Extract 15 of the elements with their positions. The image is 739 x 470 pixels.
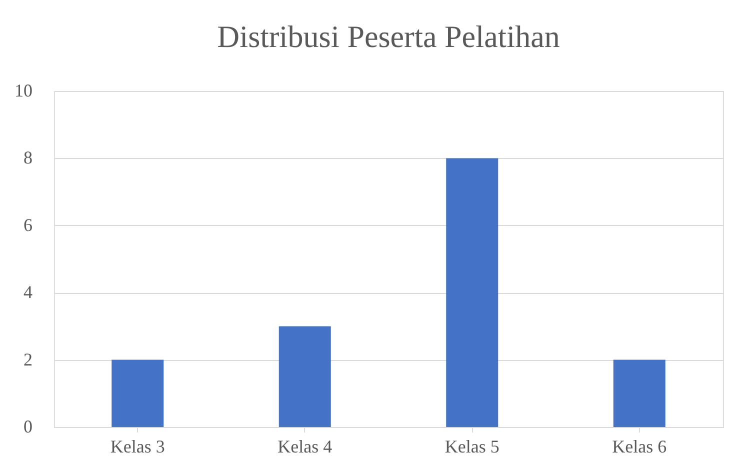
bar — [446, 158, 498, 427]
bar — [613, 360, 666, 427]
bar — [112, 360, 164, 427]
y-tick-label: 2 — [24, 349, 32, 370]
x-tick-label: Kelas 5 — [444, 436, 500, 456]
y-tick-label: 10 — [14, 80, 32, 100]
y-tick-label: 8 — [24, 148, 32, 168]
chart-title: Distribusi Peserta Pelatihan — [217, 19, 560, 54]
bar — [278, 326, 331, 427]
y-tick-label: 4 — [24, 282, 32, 302]
x-tick-label: Kelas 4 — [278, 436, 332, 456]
x-tick-label: Kelas 3 — [110, 436, 165, 456]
y-tick-label: 6 — [24, 214, 32, 235]
y-tick-label: 0 — [24, 416, 32, 436]
x-tick-label: Kelas 6 — [612, 436, 667, 456]
